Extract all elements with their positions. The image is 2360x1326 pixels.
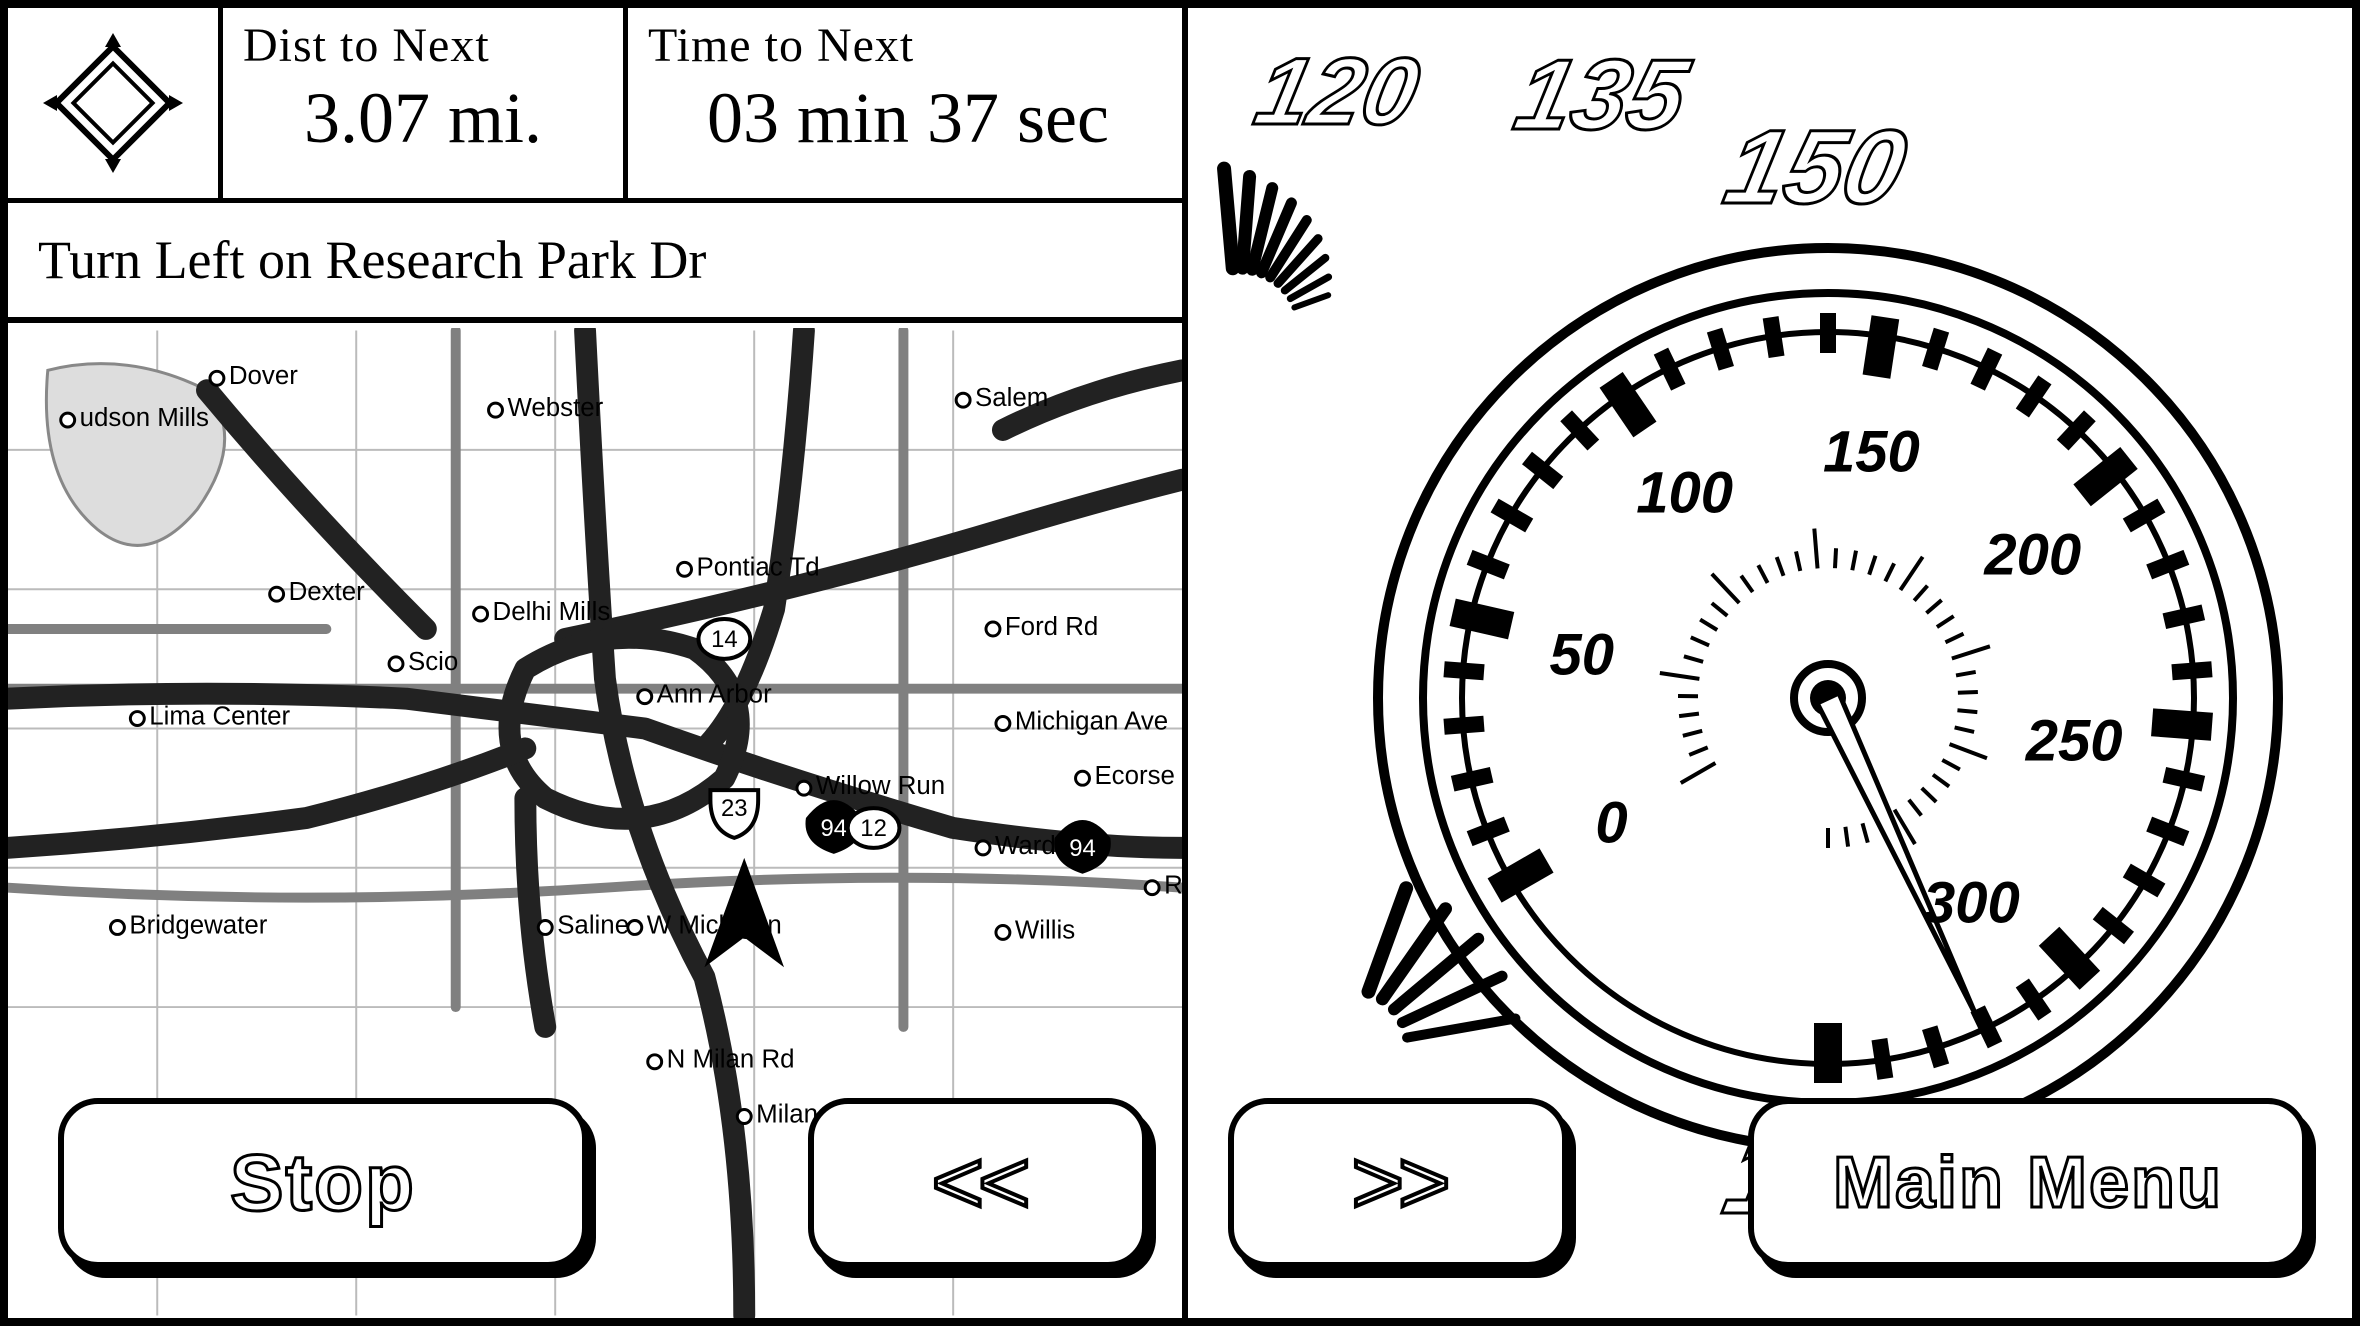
right-pane: 120135150100 050100150200250300 >> Main … [1188,8,2360,1318]
svg-text:14: 14 [711,626,738,653]
svg-text:94: 94 [821,815,848,842]
distance-cell: Dist to Next 3.07 mi. [223,8,628,203]
gauge-dial-number: 250 [2026,708,2123,775]
time-label: Time to Next [648,18,1168,73]
gauge-dial-number: 300 [1923,869,2020,936]
header-row-1: Dist to Next 3.07 mi. Time to Next 03 mi… [8,8,1182,203]
svg-text:Ecorse Rd: Ecorse Rd [1094,762,1182,790]
svg-text:Michigan Ave: Michigan Ave [1015,707,1168,735]
distance-label: Dist to Next [243,18,603,73]
prev-button[interactable]: << [808,1098,1148,1268]
instruction-row: Turn Left on Research Park Dr [8,203,1182,323]
svg-text:Webster: Webster [507,394,603,422]
svg-text:23: 23 [721,795,748,822]
svg-text:12: 12 [860,815,887,842]
distance-value: 3.07 mi. [243,77,603,160]
svg-text:94: 94 [1069,835,1096,862]
instruction-text: Turn Left on Research Park Dr [38,229,706,291]
stop-button-label: Stop [230,1137,416,1229]
svg-text:Ward: Ward [995,832,1056,860]
gauge-ghost-number: 150 [1715,108,1916,228]
svg-text:Lima Center: Lima Center [149,703,290,731]
gauge-dial-number: 150 [1823,418,1920,485]
svg-text:Ann Arbor: Ann Arbor [657,681,772,709]
gauge-ghost-number: 135 [1506,38,1697,153]
svg-text:Scio: Scio [408,648,458,676]
svg-text:Pontiac Td: Pontiac Td [696,553,819,581]
next-button[interactable]: >> [1228,1098,1568,1268]
gauge-dial-number: 200 [1984,521,2081,588]
left-pane: Dist to Next 3.07 mi. Time to Next 03 mi… [8,8,1188,1318]
svg-text:Rou: Rou [1164,872,1182,900]
svg-text:Bridgewater: Bridgewater [129,911,267,939]
svg-text:Willis: Willis [1015,916,1075,944]
gauge-dial-number: 100 [1636,460,1733,527]
stop-button[interactable]: Stop [58,1098,588,1268]
main-menu-button[interactable]: Main Menu [1748,1098,2308,1268]
compass-cell [8,8,223,203]
svg-text:Milan: Milan [756,1100,818,1128]
svg-text:Delhi Mills: Delhi Mills [493,598,611,626]
svg-text:Saline: Saline [557,911,629,939]
prev-button-label: << [931,1132,1024,1235]
svg-text:Salem: Salem [975,384,1048,412]
gauge-ghost-number: 120 [1246,38,1428,147]
main-menu-button-label: Main Menu [1833,1142,2223,1224]
svg-text:N Milan Rd: N Milan Rd [667,1046,795,1074]
svg-text:udson Mills: udson Mills [80,404,209,432]
time-cell: Time to Next 03 min 37 sec [628,8,1188,203]
svg-text:Dover: Dover [229,362,298,390]
time-value: 03 min 37 sec [648,77,1168,160]
app-frame: Dist to Next 3.07 mi. Time to Next 03 mi… [0,0,2360,1326]
svg-text:W Michigan: W Michigan [647,911,782,939]
compass-icon [33,23,193,188]
svg-text:Dexter: Dexter [289,578,366,606]
next-button-label: >> [1351,1132,1444,1235]
svg-text:Ford Rd: Ford Rd [1005,613,1098,641]
gauge-dial-number: 0 [1595,790,1627,857]
svg-text:Willow Run: Willow Run [816,772,945,800]
gauge-dial-number: 50 [1550,621,1615,688]
